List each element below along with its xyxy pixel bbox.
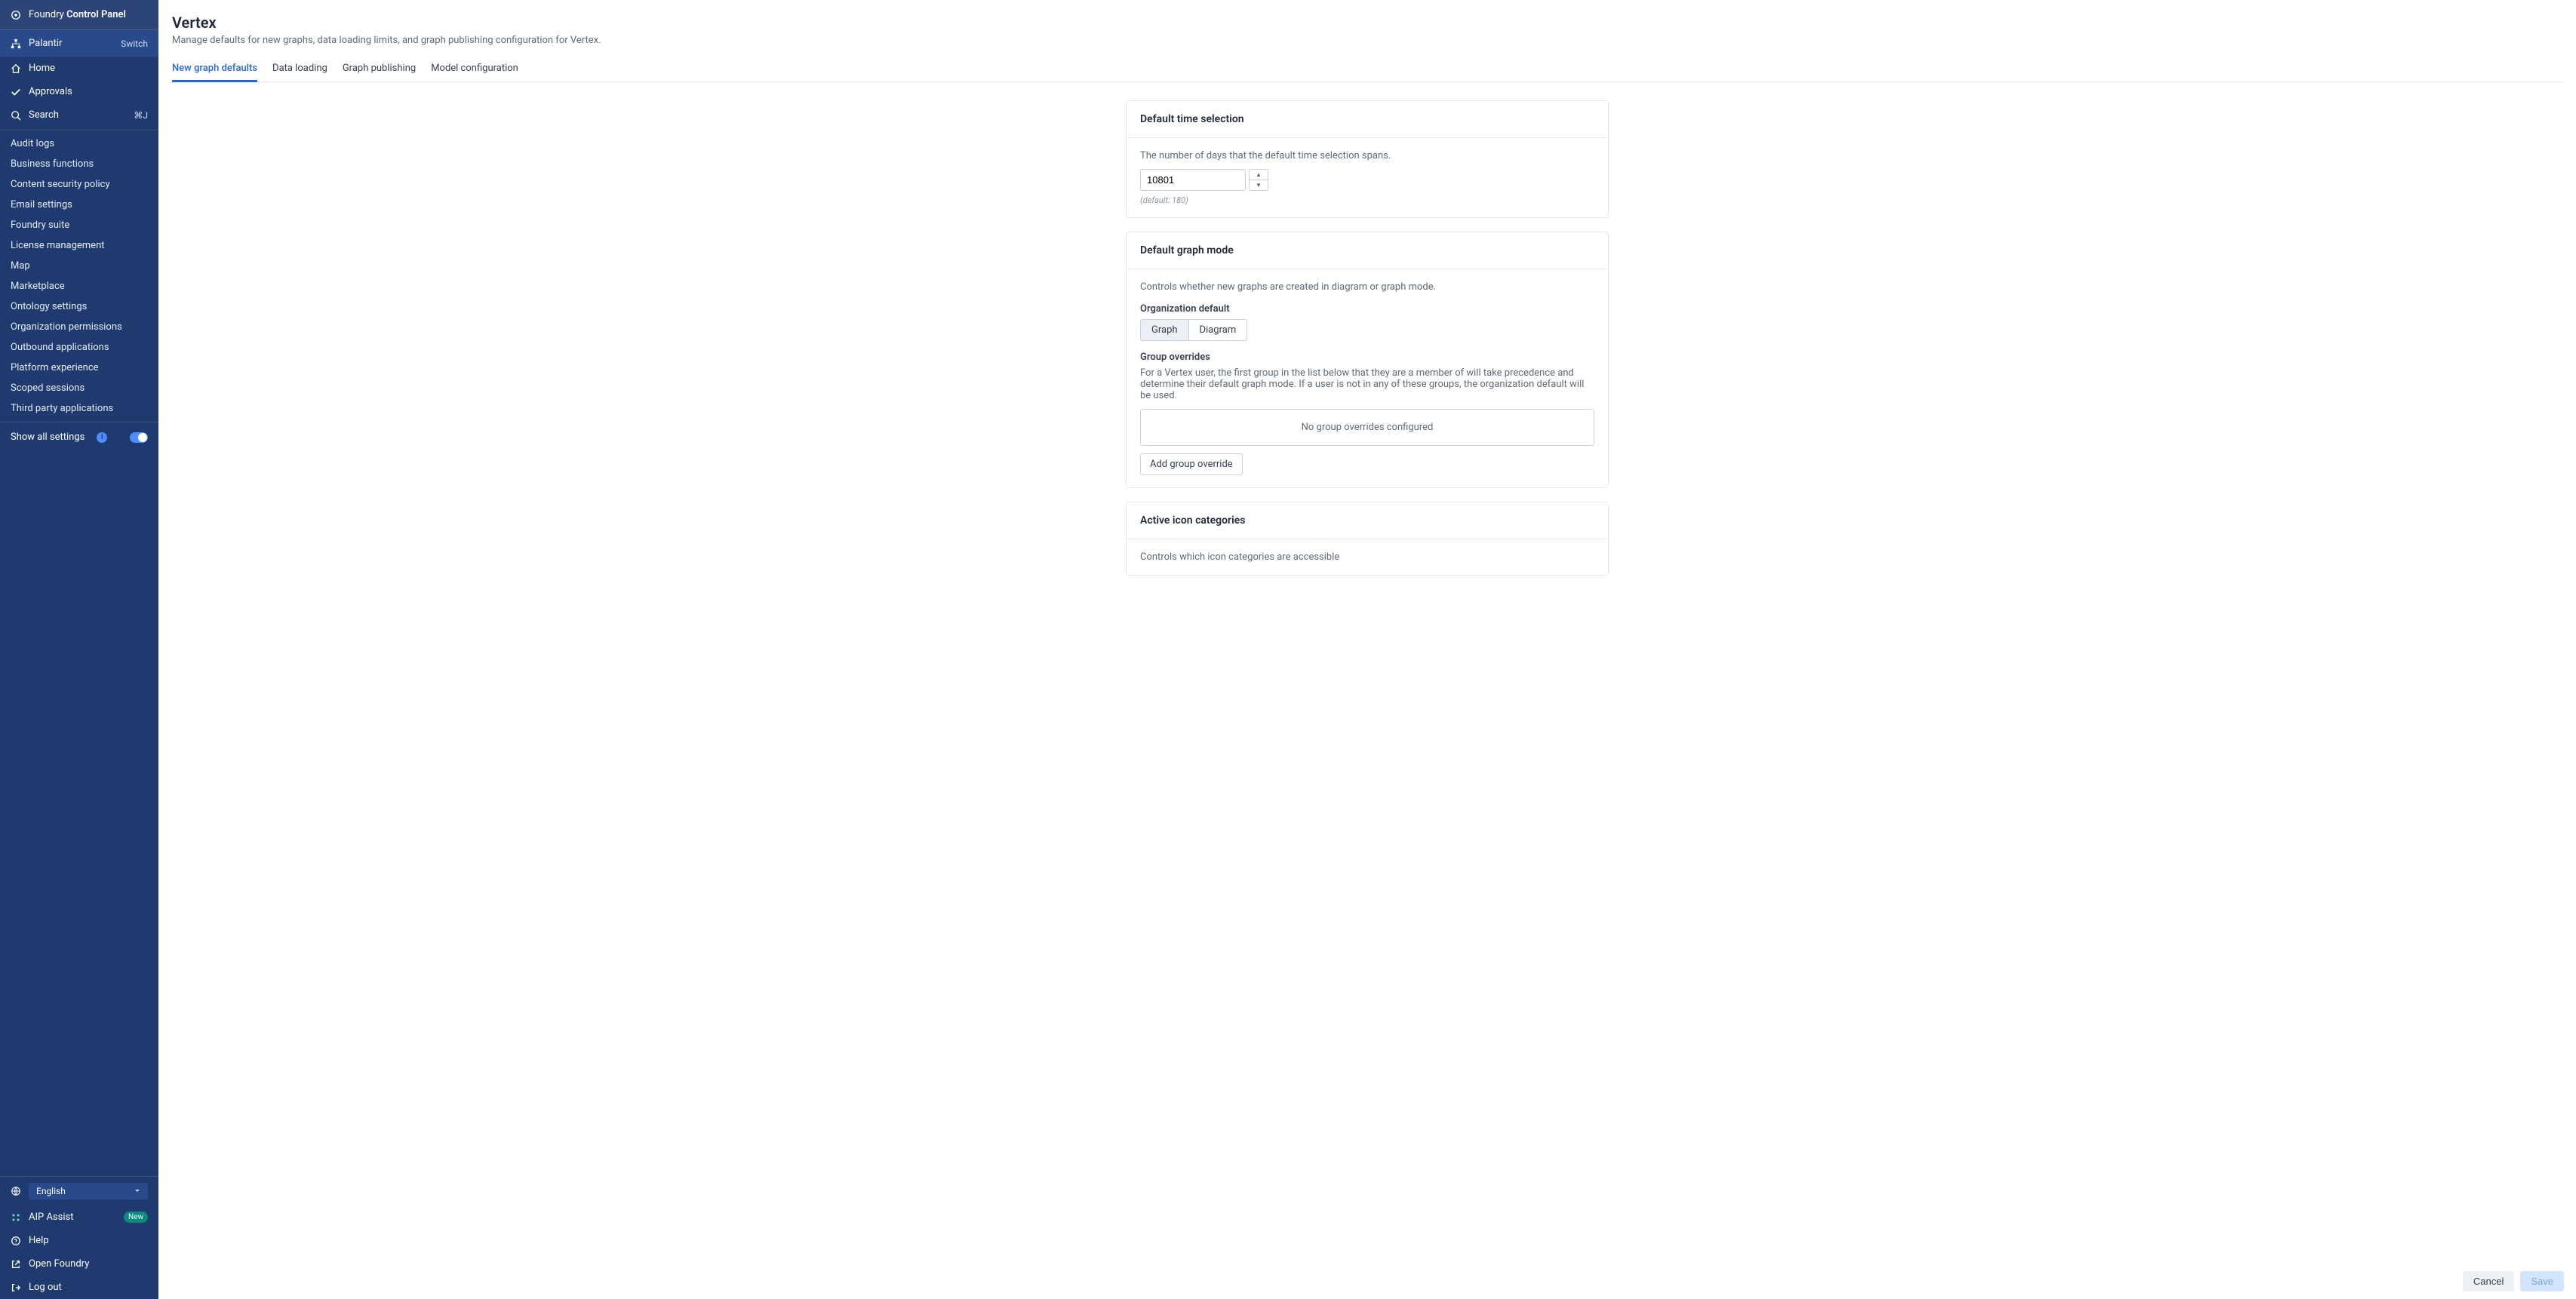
nav-label: Home xyxy=(29,63,55,74)
org-tree-icon xyxy=(11,38,21,49)
open-foundry-label: Open Foundry xyxy=(29,1258,89,1270)
sidebar: Foundry Control Panel Palantir Switch Ho… xyxy=(0,0,158,1299)
brand-text: Foundry Control Panel xyxy=(29,9,126,20)
save-button[interactable]: Save xyxy=(2520,1271,2564,1291)
sidebar-item[interactable]: Marketplace xyxy=(0,276,158,296)
nav-label: Search xyxy=(29,109,59,121)
page-title: Vertex xyxy=(172,14,2562,32)
nav-primary-list: Home Approvals Search ⌘J xyxy=(0,57,158,127)
tab[interactable]: New graph defaults xyxy=(172,57,257,82)
sidebar-item[interactable]: Outbound applications xyxy=(0,337,158,358)
group-overrides-empty: No group overrides configured xyxy=(1140,409,1594,446)
cancel-button[interactable]: Cancel xyxy=(2463,1271,2514,1291)
days-input[interactable] xyxy=(1140,169,1246,191)
tab[interactable]: Graph publishing xyxy=(343,57,416,82)
step-down-button[interactable]: ▼ xyxy=(1250,180,1268,190)
foundry-logo-icon xyxy=(11,10,21,20)
main: Vertex Manage defaults for new graphs, d… xyxy=(158,0,2576,1299)
card-default-graph-mode: Default graph mode Controls whether new … xyxy=(1126,232,1609,488)
language-row[interactable]: English xyxy=(0,1177,158,1205)
search-shortcut: ⌘J xyxy=(134,110,148,121)
language-select[interactable]: English xyxy=(29,1183,148,1199)
logout-label: Log out xyxy=(29,1282,62,1293)
card-description: The number of days that the default time… xyxy=(1140,150,1594,161)
group-overrides-label: Group overrides xyxy=(1140,352,1594,363)
help-label: Help xyxy=(29,1235,49,1246)
card-description: Controls whether new graphs are created … xyxy=(1140,281,1594,293)
aip-icon xyxy=(11,1212,21,1223)
brand-header: Foundry Control Panel xyxy=(0,0,158,30)
graph-mode-segmented: Graph Diagram xyxy=(1140,319,1247,341)
sidebar-item[interactable]: Scoped sessions xyxy=(0,378,158,398)
page-description: Manage defaults for new graphs, data loa… xyxy=(172,35,2562,46)
group-overrides-desc: For a Vertex user, the first group in th… xyxy=(1140,367,1594,401)
show-all-toggle[interactable] xyxy=(130,432,148,443)
sidebar-item[interactable]: Platform experience xyxy=(0,358,158,378)
seg-option-graph[interactable]: Graph xyxy=(1141,320,1188,340)
org-switcher[interactable]: Palantir Switch xyxy=(0,30,158,57)
sidebar-item[interactable]: License management xyxy=(0,235,158,256)
switch-org-link[interactable]: Switch xyxy=(121,38,148,49)
aip-label: AIP Assist xyxy=(29,1211,73,1223)
search-icon xyxy=(11,110,21,121)
logout-row[interactable]: Log out xyxy=(0,1276,158,1299)
show-all-settings-row[interactable]: Show all settings i xyxy=(0,425,158,449)
nav-search[interactable]: Search ⌘J xyxy=(0,103,158,127)
content-scroll: Default time selection The number of day… xyxy=(158,82,2576,1299)
sidebar-item[interactable]: Business functions xyxy=(0,154,158,174)
show-all-label: Show all settings xyxy=(11,431,85,443)
sidebar-item[interactable]: Organization permissions xyxy=(0,317,158,337)
step-up-button[interactable]: ▲ xyxy=(1250,170,1268,180)
tab[interactable]: Model configuration xyxy=(431,57,518,82)
card-title: Default graph mode xyxy=(1127,232,1608,269)
tab[interactable]: Data loading xyxy=(272,57,327,82)
nav-home[interactable]: Home xyxy=(0,57,158,80)
card-active-icon-categories: Active icon categories Controls which ic… xyxy=(1126,502,1609,576)
chevron-down-icon xyxy=(134,1188,140,1194)
card-default-time: Default time selection The number of day… xyxy=(1126,100,1609,218)
org-default-label: Organization default xyxy=(1140,303,1594,315)
card-title: Active icon categories xyxy=(1127,502,1608,539)
days-field: ▲ ▼ xyxy=(1140,169,1594,191)
globe-icon xyxy=(11,1186,21,1196)
open-foundry-row[interactable]: Open Foundry xyxy=(0,1252,158,1276)
sidebar-item[interactable]: Email settings xyxy=(0,195,158,215)
tabs: New graph defaults Data loading Graph publ… xyxy=(172,57,2562,82)
check-icon xyxy=(11,87,21,97)
sidebar-bottom: English AIP Assist New Help Open Foundry… xyxy=(0,1176,158,1299)
help-row[interactable]: Help xyxy=(0,1229,158,1252)
nav-secondary-list: Audit logsBusiness functionsContent secu… xyxy=(0,134,158,419)
language-value: English xyxy=(36,1186,66,1196)
page-header: Vertex Manage defaults for new graphs, d… xyxy=(158,0,2576,82)
nav-label: Approvals xyxy=(29,86,72,97)
sidebar-item[interactable]: Content security policy xyxy=(0,174,158,195)
home-icon xyxy=(11,63,21,74)
info-icon: i xyxy=(97,432,107,443)
sidebar-item[interactable]: Audit logs xyxy=(0,134,158,154)
help-icon xyxy=(11,1236,21,1246)
seg-option-diagram[interactable]: Diagram xyxy=(1188,320,1247,340)
org-name: Palantir xyxy=(29,38,62,49)
add-group-override-button[interactable]: Add group override xyxy=(1140,453,1243,475)
logout-icon xyxy=(11,1282,21,1293)
default-note: (default: 180) xyxy=(1140,195,1594,205)
days-steppers: ▲ ▼ xyxy=(1249,169,1268,191)
sidebar-item[interactable]: Foundry suite xyxy=(0,215,158,235)
new-badge: New xyxy=(124,1211,148,1223)
sidebar-item[interactable]: Ontology settings xyxy=(0,296,158,317)
nav-separator xyxy=(0,130,158,131)
card-description: Controls which icon categories are acces… xyxy=(1140,551,1594,563)
sidebar-item[interactable]: Third party applications xyxy=(0,398,158,419)
footer-actions: Cancel Save xyxy=(158,1264,2576,1299)
nav-approvals[interactable]: Approvals xyxy=(0,80,158,103)
external-link-icon xyxy=(11,1259,21,1270)
aip-assist-row[interactable]: AIP Assist New xyxy=(0,1205,158,1229)
card-title: Default time selection xyxy=(1127,101,1608,138)
sidebar-item[interactable]: Map xyxy=(0,256,158,276)
